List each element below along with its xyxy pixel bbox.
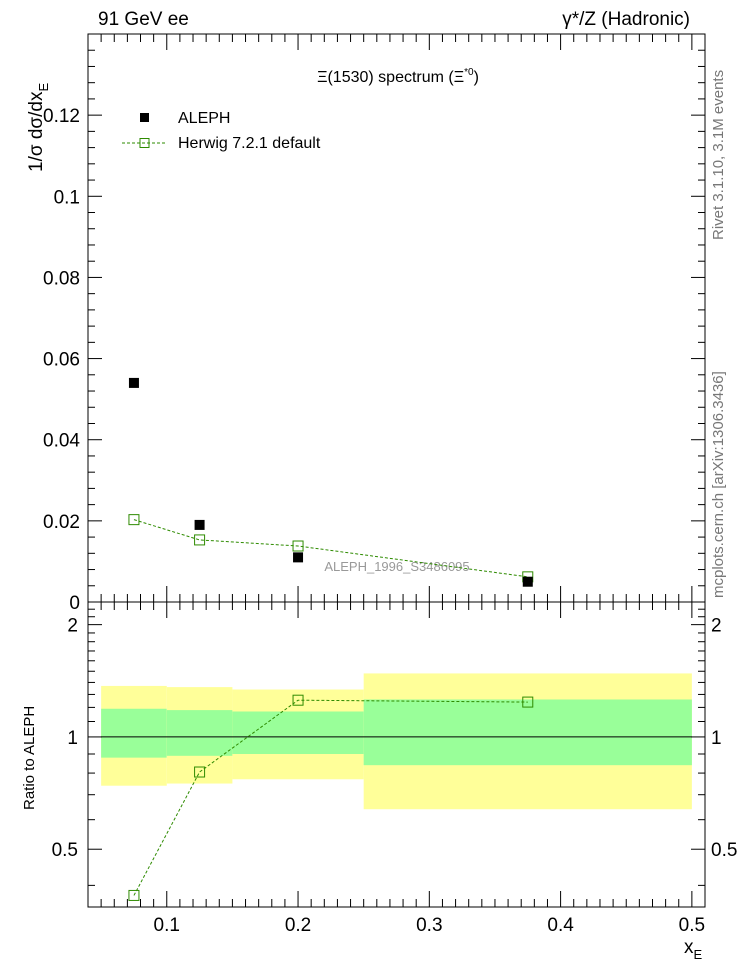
y-tick-label: 0 — [69, 593, 80, 614]
ratio-y-axis-label: Ratio to ALEPH — [21, 706, 38, 810]
y-axis-label: 1/σ dσ/dxE — [26, 83, 51, 173]
chart-title: Ξ(1530) spectrum (Ξ*0) — [317, 67, 479, 86]
legend-mc-label: Herwig 7.2.1 default — [178, 135, 321, 152]
x-axis-label: xE — [684, 937, 703, 962]
ratio-x-axis: 0.1 0.2 0.3 0.4 0.5 — [100, 602, 705, 936]
y-tick-label: 0.02 — [43, 512, 80, 533]
ratio-mc-point — [522, 696, 534, 708]
legend-data-label: ALEPH — [178, 110, 230, 127]
ratio-y-tick-label-right: 0.5 — [711, 840, 737, 861]
ratio-frame — [87, 601, 706, 908]
data-point — [522, 576, 533, 587]
x-tick-label: 0.3 — [416, 915, 442, 936]
ratio-y-tick-label-right: 1 — [711, 728, 722, 749]
ratio-y-tick-label: 0.5 — [52, 840, 78, 861]
header-right: γ*/Z (Hadronic) — [562, 9, 690, 30]
y-tick-label: 0.08 — [43, 268, 80, 289]
y-tick-label: 0.1 — [54, 187, 80, 208]
ratio-bands — [101, 673, 692, 810]
data-point — [194, 519, 205, 530]
rivet-label: Rivet 3.1.10, 3.1M events — [710, 70, 727, 240]
main-x-axis — [100, 34, 693, 602]
mc-point — [292, 540, 304, 552]
mc-point — [194, 534, 206, 546]
data-point — [293, 552, 304, 563]
y-tick-label: 0.06 — [43, 350, 80, 371]
x-tick-label: 0.1 — [154, 915, 180, 936]
ratio-data-marks — [128, 694, 534, 901]
uncertainty-band-inner — [101, 708, 167, 758]
main-y-axis: 0 0.02 0.04 0.06 0.08 0.1 0.12 — [43, 33, 705, 614]
y-tick-label: 0.04 — [43, 431, 80, 452]
header-left: 91 GeV ee — [98, 9, 189, 30]
x-tick-label: 0.5 — [679, 915, 705, 936]
x-tick-label: 0.4 — [547, 915, 574, 936]
uncertainty-band-inner — [232, 711, 364, 754]
ratio-y-tick-label-right: 2 — [711, 616, 722, 637]
uncertainty-band-inner — [363, 699, 692, 766]
ratio-panel: 0.5 0.5 1 1 2 2 0.1 0.2 0.3 0.4 0.5 Ratio to ALEP… — [21, 601, 737, 962]
uncertainty-band-inner — [166, 710, 233, 756]
ratio-y-tick-label: 1 — [67, 728, 78, 749]
main-panel: 0 0.02 0.04 0.06 0.08 0.1 0.12 Ξ(1530) spectru… — [26, 33, 706, 614]
ratio-mc-line — [133, 699, 528, 896]
ratio-mc-point — [128, 889, 140, 901]
legend-data-marker — [140, 113, 149, 122]
legend-mc-marker — [139, 138, 150, 148]
mc-point — [128, 514, 140, 526]
x-tick-label: 0.2 — [285, 915, 311, 936]
ratio-mc-point — [292, 694, 304, 706]
mcplots-label: mcplots.cern.ch [arXiv:1306.3436] — [710, 371, 727, 598]
y-tick-label: 0.12 — [43, 106, 80, 127]
main-data-marks — [128, 377, 534, 587]
ratio-y-axis: 0.5 0.5 1 1 2 2 — [52, 608, 737, 886]
ratio-mc-point — [194, 766, 206, 778]
ratio-y-tick-label: 2 — [67, 616, 78, 637]
watermark: ALEPH_1996_S3486095 — [324, 559, 469, 574]
data-point — [128, 377, 139, 388]
